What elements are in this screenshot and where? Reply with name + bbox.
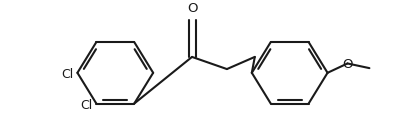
Text: Cl: Cl xyxy=(80,99,92,112)
Text: Cl: Cl xyxy=(61,68,74,81)
Text: O: O xyxy=(342,58,353,71)
Text: O: O xyxy=(187,2,197,15)
